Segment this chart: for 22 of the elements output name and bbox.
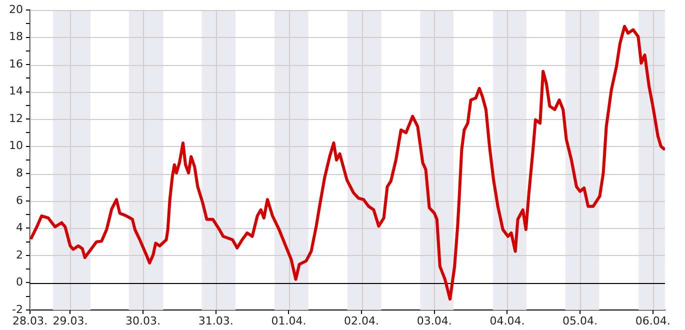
x-tick-label: 28.03. [12,314,48,328]
y-tick-label: 0 [16,276,23,289]
x-tick-label: 02.04. [344,314,380,328]
x-tick-label: 01.04. [271,314,306,328]
x-tick-label: 06.04. [635,314,670,328]
y-tick-label: 8 [16,166,23,180]
y-tick-label: 16 [9,57,23,70]
y-tick-label: 20 [9,2,23,16]
x-tick-label: 03.04. [416,314,452,328]
y-tick-label: 6 [16,194,23,207]
x-tick-label: 30.03. [126,314,161,328]
y-tick-label: 18 [9,30,23,44]
y-tick-label: -2 [12,302,23,316]
y-tick-label: 2 [16,248,23,262]
y-tick-label: 12 [9,112,23,125]
x-tick-label: 05.04. [562,314,598,328]
x-tick-label: 04.04. [490,314,525,328]
x-tick-label: 31.03. [198,314,234,328]
y-tick-label: 4 [16,221,23,234]
y-tick-label: 10 [9,139,23,152]
x-tick-label: 29.03. [52,314,88,328]
y-tick-label: 14 [9,84,23,98]
